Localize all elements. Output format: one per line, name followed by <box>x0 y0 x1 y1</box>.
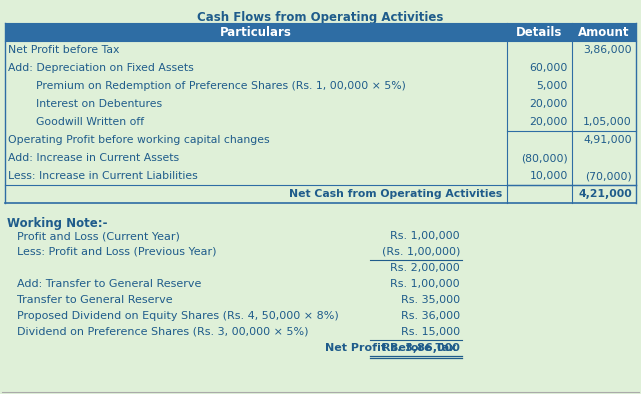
Text: 60,000: 60,000 <box>529 63 568 73</box>
Text: 20,000: 20,000 <box>529 99 568 109</box>
Text: 4,21,000: 4,21,000 <box>578 189 632 199</box>
Text: Net Cash from Operating Activities: Net Cash from Operating Activities <box>288 189 502 199</box>
Text: Interest on Debentures: Interest on Debentures <box>8 99 162 109</box>
Text: 20,000: 20,000 <box>529 117 568 127</box>
Text: 5,000: 5,000 <box>537 81 568 91</box>
Text: Rs. 1,00,000: Rs. 1,00,000 <box>390 279 460 289</box>
Text: Add: Transfer to General Reserve: Add: Transfer to General Reserve <box>17 279 201 289</box>
Text: Dividend on Preference Shares (Rs. 3, 00,000 × 5%): Dividend on Preference Shares (Rs. 3, 00… <box>17 327 308 337</box>
Text: (80,000): (80,000) <box>521 153 568 163</box>
Text: Profit and Loss (Current Year): Profit and Loss (Current Year) <box>17 231 180 241</box>
Text: Rs. 2,00,000: Rs. 2,00,000 <box>390 263 460 273</box>
Text: Rs. 36,000: Rs. 36,000 <box>401 311 460 321</box>
Text: 4,91,000: 4,91,000 <box>583 135 632 145</box>
Text: Working Note:-: Working Note:- <box>7 217 108 230</box>
Text: Amount: Amount <box>578 26 629 39</box>
Text: Less: Profit and Loss (Previous Year): Less: Profit and Loss (Previous Year) <box>17 247 217 257</box>
Text: Rs. 3,86,000: Rs. 3,86,000 <box>382 343 460 353</box>
Text: Add: Depreciation on Fixed Assets: Add: Depreciation on Fixed Assets <box>8 63 194 73</box>
Text: Net Profit Before Tax: Net Profit Before Tax <box>324 343 456 353</box>
Text: Rs. 1,00,000: Rs. 1,00,000 <box>390 231 460 241</box>
Text: Details: Details <box>516 26 563 39</box>
Text: Rs. 15,000: Rs. 15,000 <box>401 327 460 337</box>
Text: Operating Profit before working capital changes: Operating Profit before working capital … <box>8 135 270 145</box>
Text: Net Profit before Tax: Net Profit before Tax <box>8 45 119 55</box>
Text: Cash Flows from Operating Activities: Cash Flows from Operating Activities <box>197 11 444 24</box>
Text: Premium on Redemption of Preference Shares (Rs. 1, 00,000 × 5%): Premium on Redemption of Preference Shar… <box>8 81 406 91</box>
Text: Goodwill Written off: Goodwill Written off <box>8 117 144 127</box>
Text: Add: Increase in Current Assets: Add: Increase in Current Assets <box>8 153 179 163</box>
Text: Less: Increase in Current Liabilities: Less: Increase in Current Liabilities <box>8 171 198 181</box>
Text: Rs. 35,000: Rs. 35,000 <box>401 295 460 305</box>
Text: 10,000: 10,000 <box>529 171 568 181</box>
Text: Transfer to General Reserve: Transfer to General Reserve <box>17 295 172 305</box>
Bar <box>5 23 636 41</box>
Text: (Rs. 1,00,000): (Rs. 1,00,000) <box>381 247 460 257</box>
Text: (70,000): (70,000) <box>585 171 632 181</box>
Text: Particulars: Particulars <box>220 26 292 39</box>
Text: 1,05,000: 1,05,000 <box>583 117 632 127</box>
Text: 3,86,000: 3,86,000 <box>583 45 632 55</box>
Text: Proposed Dividend on Equity Shares (Rs. 4, 50,000 × 8%): Proposed Dividend on Equity Shares (Rs. … <box>17 311 338 321</box>
